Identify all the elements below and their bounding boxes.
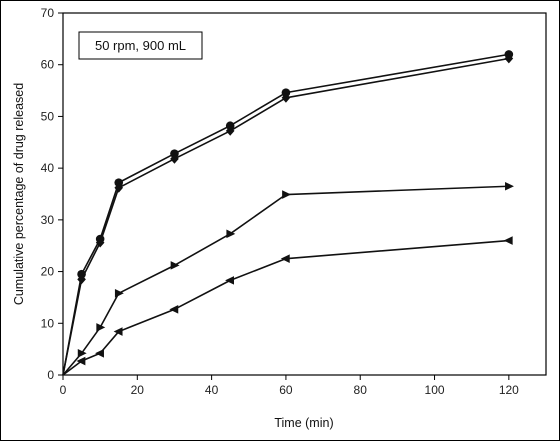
data-point [504,53,514,64]
series-line [62,53,509,376]
data-point [281,92,291,103]
data-point [95,348,104,358]
x-axis: 0 20 40 60 80 100 120 [60,375,519,397]
data-point [226,229,236,239]
y-tick-label: 60 [41,58,55,72]
data-point [96,323,106,332]
data-point [77,274,86,285]
x-tick-label: 60 [279,383,293,397]
y-tick-label: 50 [41,109,55,123]
data-point [76,356,86,366]
y-tick-label: 0 [47,368,54,382]
data-point [505,181,514,191]
data-point [95,237,105,248]
plot-area [62,12,547,376]
data-point [281,88,291,97]
x-tick-label: 80 [354,383,368,397]
series-4 [62,236,513,376]
x-tick-label: 100 [425,383,445,397]
series-line [62,185,509,376]
x-tick-label: 120 [499,383,519,397]
data-point [225,276,234,285]
data-point [503,236,513,245]
data-point [225,121,235,131]
annotation-text: 50 rpm, 900 mL [95,38,186,53]
data-point [114,182,124,193]
data-point [225,126,235,136]
data-point [280,254,290,263]
x-tick-label: 0 [60,383,67,397]
y-tick-label: 70 [41,6,55,20]
y-tick-label: 10 [41,316,55,330]
series-line [62,57,509,376]
series-3 [62,181,514,376]
y-tick-label: 40 [41,161,55,175]
x-tick-label: 40 [205,383,219,397]
data-point [113,327,123,336]
data-point [114,178,124,187]
x-tick-label: 20 [131,383,145,397]
data-point [282,190,292,199]
series-layer [62,50,514,376]
x-axis-title: Time (min) [274,416,333,430]
data-point [170,261,180,270]
y-axis-title: Cumulative percentage of drug released [12,83,26,305]
data-point [169,305,179,314]
y-tick-label: 30 [41,213,55,227]
annotation-box: 50 rpm, 900 mL [78,31,203,60]
data-point [170,149,179,158]
y-tick-label: 20 [41,265,55,279]
data-point [170,153,179,164]
data-point [114,288,124,298]
y-axis: 0 10 20 30 40 50 60 70 [41,6,63,382]
data-point [77,348,87,358]
series-2 [62,53,514,376]
